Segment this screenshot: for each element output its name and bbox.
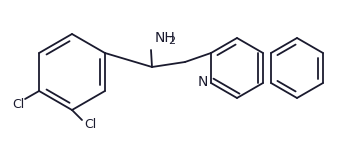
Text: Cl: Cl — [84, 118, 96, 132]
Text: 2: 2 — [168, 36, 175, 46]
Text: Cl: Cl — [12, 98, 24, 111]
Text: N: N — [198, 75, 208, 89]
Text: NH: NH — [155, 31, 176, 45]
